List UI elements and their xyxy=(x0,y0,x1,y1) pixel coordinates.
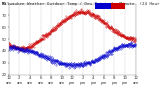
Text: Milwaukee Weather Outdoor Temp / Dew Point  by Minute  (24 Hours) (Alternate): Milwaukee Weather Outdoor Temp / Dew Poi… xyxy=(2,2,160,6)
